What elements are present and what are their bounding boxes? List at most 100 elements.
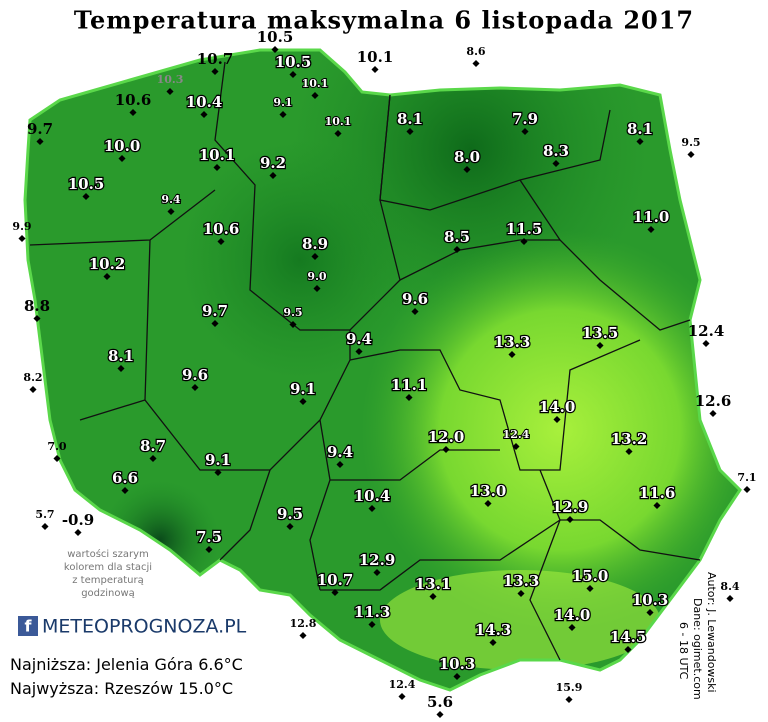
station-value: 9.7 (202, 302, 228, 320)
station-marker (489, 638, 497, 647)
station-marker (205, 545, 213, 554)
station-value: 8.1 (627, 120, 653, 138)
station-value: 9.9 (12, 220, 31, 233)
logo-icon-box (18, 616, 38, 636)
station-marker (520, 237, 528, 246)
station-marker (472, 59, 480, 68)
station-value: 11.0 (633, 208, 670, 226)
station-marker (289, 70, 297, 79)
station-value: 11.5 (506, 220, 543, 238)
station-marker (311, 91, 319, 100)
legend-note-line: wartości szarym (67, 548, 148, 560)
station-marker (726, 594, 734, 603)
station-value: 11.3 (354, 603, 391, 621)
station-value: 12.6 (695, 392, 732, 410)
station-value: 13.3 (503, 572, 540, 590)
station-value: 9.2 (260, 154, 286, 172)
station-marker (271, 45, 279, 54)
legend-note-line: z temperaturą (72, 575, 143, 586)
station-value: 10.2 (89, 255, 126, 273)
station-marker (568, 623, 576, 632)
station-marker (743, 485, 751, 494)
station-marker (565, 695, 573, 704)
station-marker (368, 620, 376, 629)
station-value: 10.5 (257, 28, 294, 46)
map-title: Temperatura maksymalna 6 listopada 2017 (74, 6, 694, 35)
station-value: 10.5 (68, 175, 105, 193)
station-value: 13.1 (415, 575, 452, 593)
station-marker (33, 314, 41, 323)
station-value: 8.8 (24, 297, 50, 315)
station-value: 10.1 (302, 77, 329, 90)
station-value: 7.0 (47, 440, 66, 453)
station-value: 14.0 (554, 606, 591, 624)
station-value: 10.0 (104, 137, 141, 155)
station-value: 9.4 (327, 443, 353, 461)
station-marker (709, 409, 717, 418)
logo: f METEOPROGNOZA.PL (18, 616, 247, 638)
station-value: 13.0 (470, 482, 507, 500)
station-marker (117, 364, 125, 373)
station-value: 13.5 (582, 324, 619, 342)
station-marker (636, 137, 644, 146)
station-marker (334, 129, 342, 138)
station-value: 10.1 (199, 146, 236, 164)
station-value: 10.1 (325, 115, 352, 128)
station-value: 7.9 (512, 110, 538, 128)
station-value: 10.3 (439, 655, 476, 673)
station-value: 9.6 (182, 366, 208, 384)
station-marker (512, 442, 520, 451)
station-marker (646, 608, 654, 617)
station-marker (405, 393, 413, 402)
station-marker (167, 207, 175, 216)
station-marker (336, 460, 344, 469)
station-marker (355, 347, 363, 356)
station-marker (200, 110, 208, 119)
station-value: 8.7 (140, 437, 166, 455)
station-marker (517, 589, 525, 598)
station-marker (299, 397, 307, 406)
station-marker (36, 137, 44, 146)
station-value: 9.4 (161, 193, 180, 206)
station-marker (269, 171, 277, 180)
station-value: 9.1 (290, 380, 316, 398)
station-value: 12.4 (503, 428, 530, 441)
station-marker (521, 127, 529, 136)
station-marker (625, 447, 633, 456)
station-value: 5.6 (427, 693, 453, 711)
station-value: 10.1 (357, 48, 394, 66)
station-marker (74, 528, 82, 537)
station-value: 13.2 (611, 430, 648, 448)
station-value: 8.0 (454, 148, 480, 166)
station-value: 12.9 (552, 498, 589, 516)
station-value: 15.0 (572, 567, 609, 585)
station-marker (442, 445, 450, 454)
station-value: 14.0 (539, 398, 576, 416)
legend-note-line: godzinową (81, 588, 135, 599)
station-marker (82, 192, 90, 201)
station-marker (214, 468, 222, 477)
station-value: 8.6 (466, 45, 485, 58)
station-value: 10.5 (275, 53, 312, 71)
station-value: 6.6 (112, 469, 138, 487)
station-marker (289, 320, 297, 329)
region-borders (29, 61, 701, 661)
station-value: 11.1 (391, 376, 428, 394)
station-value: 10.4 (354, 487, 391, 505)
station-value: 5.7 (35, 508, 54, 521)
station-marker (596, 341, 604, 350)
legend-note: wartości szarym kolorem dla stacji z tempe… (64, 548, 152, 599)
station-marker (553, 415, 561, 424)
station-marker (121, 486, 129, 495)
credit-time: 6 - 18 UTC (677, 622, 690, 680)
station-marker (429, 592, 437, 601)
logo-icon: f (25, 617, 33, 636)
station-value: 9.0 (307, 270, 326, 283)
station-marker (453, 245, 461, 254)
station-value: 7.1 (737, 471, 756, 484)
station-marker (331, 588, 339, 597)
station-marker (279, 110, 287, 119)
station-marker (647, 225, 655, 234)
station-value: 8.2 (23, 371, 42, 384)
station-value: 15.9 (556, 681, 583, 694)
